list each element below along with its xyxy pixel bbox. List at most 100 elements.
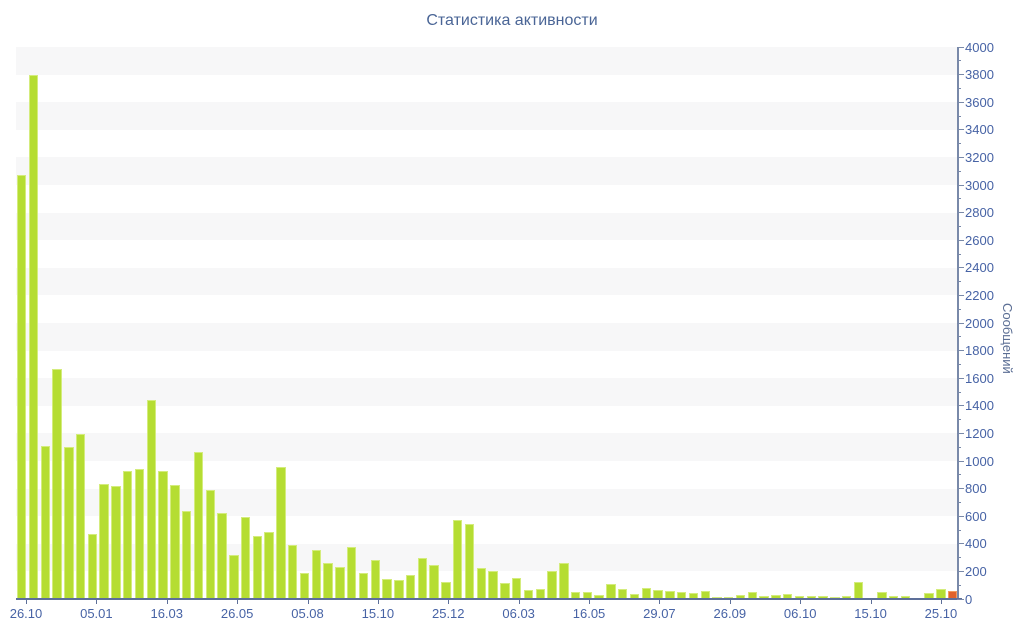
- y-minor-tick: [957, 281, 961, 283]
- bar[interactable]: [523, 590, 534, 599]
- bar[interactable]: [111, 486, 121, 599]
- bar[interactable]: [853, 582, 864, 599]
- bar[interactable]: [559, 562, 569, 599]
- bar[interactable]: [134, 469, 145, 599]
- bar[interactable]: [323, 563, 333, 599]
- bar[interactable]: [453, 520, 463, 599]
- bar[interactable]: [629, 594, 640, 599]
- bar[interactable]: [87, 533, 98, 599]
- bar[interactable]: [606, 583, 616, 599]
- bar[interactable]: [841, 595, 852, 599]
- bar[interactable]: [806, 595, 816, 599]
- bar[interactable]: [264, 531, 274, 599]
- bar[interactable]: [900, 596, 911, 599]
- y-major-tick: [957, 405, 964, 407]
- bar[interactable]: [582, 591, 593, 599]
- bar[interactable]: [511, 577, 522, 599]
- y-minor-tick: [957, 253, 961, 255]
- y-minor-tick: [957, 198, 961, 200]
- bar[interactable]: [712, 596, 722, 599]
- x-axis-tick: [800, 598, 802, 604]
- bar-highlighted[interactable]: [948, 591, 958, 599]
- bar[interactable]: [653, 590, 663, 599]
- grid-band: [16, 433, 957, 461]
- x-axis-label: 25.10: [924, 606, 958, 621]
- bar[interactable]: [594, 595, 604, 599]
- bar[interactable]: [417, 557, 428, 599]
- bar[interactable]: [158, 470, 168, 599]
- x-axis-label: 29.07: [643, 606, 676, 621]
- y-axis-label: 1400: [965, 398, 994, 414]
- bar[interactable]: [476, 567, 486, 599]
- bar[interactable]: [735, 594, 746, 599]
- bar[interactable]: [688, 593, 699, 599]
- bar[interactable]: [889, 595, 899, 599]
- bar[interactable]: [240, 517, 251, 599]
- bar[interactable]: [75, 434, 86, 599]
- bar[interactable]: [830, 596, 840, 599]
- y-major-tick: [957, 267, 964, 269]
- bar[interactable]: [405, 574, 416, 599]
- bar[interactable]: [146, 400, 157, 599]
- bar[interactable]: [747, 592, 758, 599]
- bar[interactable]: [535, 588, 545, 599]
- bar[interactable]: [464, 523, 475, 599]
- bar[interactable]: [193, 451, 204, 599]
- y-minor-tick: [957, 557, 961, 559]
- y-major-tick: [957, 294, 964, 296]
- bar[interactable]: [771, 594, 781, 599]
- bar[interactable]: [877, 592, 887, 599]
- bar[interactable]: [52, 369, 62, 599]
- bar[interactable]: [205, 489, 215, 599]
- bar[interactable]: [488, 570, 498, 599]
- bar[interactable]: [311, 550, 322, 599]
- bar[interactable]: [441, 582, 451, 599]
- bar[interactable]: [276, 467, 286, 599]
- y-axis-label: 4000: [965, 39, 994, 55]
- x-axis-label: 25.12: [431, 606, 465, 621]
- x-axis-tick: [26, 598, 27, 604]
- bar[interactable]: [618, 589, 628, 599]
- x-axis-label: 05.08: [291, 606, 324, 621]
- bar[interactable]: [818, 596, 828, 599]
- bar[interactable]: [676, 592, 687, 599]
- bar[interactable]: [17, 175, 27, 599]
- bar[interactable]: [358, 572, 369, 599]
- bar[interactable]: [794, 595, 805, 599]
- y-major-tick: [957, 322, 964, 324]
- bar[interactable]: [759, 596, 769, 599]
- x-axis-label: 15.10: [854, 606, 887, 621]
- grid-band: [16, 267, 957, 296]
- bar[interactable]: [40, 445, 50, 599]
- bar[interactable]: [570, 592, 581, 599]
- x-axis-tick: [518, 598, 520, 604]
- bar[interactable]: [335, 566, 345, 599]
- bar[interactable]: [217, 513, 227, 599]
- bar[interactable]: [641, 587, 651, 599]
- bar[interactable]: [547, 571, 557, 599]
- bar[interactable]: [181, 511, 192, 599]
- bar[interactable]: [382, 579, 392, 599]
- bar[interactable]: [123, 470, 133, 599]
- bar[interactable]: [783, 593, 793, 599]
- bar[interactable]: [924, 592, 934, 599]
- bar[interactable]: [394, 580, 404, 599]
- bar[interactable]: [229, 555, 239, 599]
- bar[interactable]: [370, 560, 380, 599]
- bar[interactable]: [429, 565, 439, 599]
- bar[interactable]: [500, 582, 510, 599]
- bar[interactable]: [252, 535, 263, 599]
- bar[interactable]: [346, 547, 357, 599]
- y-major-tick: [957, 432, 964, 434]
- y-axis-label: 2600: [965, 232, 994, 248]
- bar[interactable]: [299, 572, 310, 599]
- y-minor-tick: [957, 336, 961, 338]
- bar[interactable]: [700, 590, 710, 599]
- bar[interactable]: [170, 484, 180, 599]
- bar[interactable]: [64, 446, 74, 599]
- bar[interactable]: [288, 545, 298, 599]
- bar[interactable]: [936, 588, 946, 599]
- bar[interactable]: [99, 484, 109, 599]
- bar[interactable]: [665, 591, 675, 599]
- bar[interactable]: [28, 74, 39, 599]
